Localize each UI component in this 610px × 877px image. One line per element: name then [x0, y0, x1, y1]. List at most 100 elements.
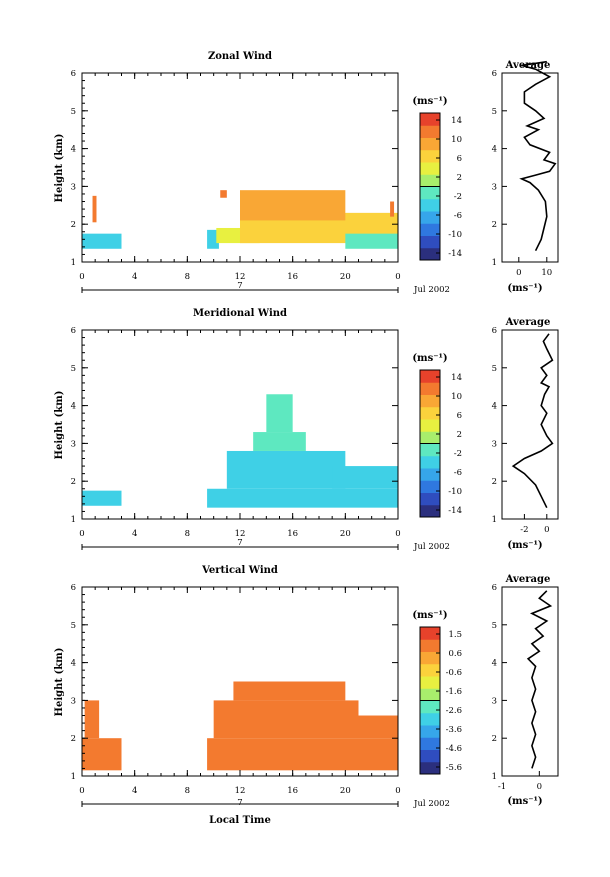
colorbar-tick-label: -3.6 — [446, 725, 462, 735]
colorbar-segment — [420, 676, 440, 689]
colorbar-segment — [420, 443, 440, 457]
colorbar-segment — [420, 370, 440, 383]
colorbar-segment — [420, 223, 440, 236]
profile-y-tick-label: 3 — [492, 696, 497, 706]
x-tick-label: 0 — [79, 786, 84, 796]
x-tick-label: 0 — [395, 272, 400, 282]
vertical-ylabel: Height (km) — [54, 648, 65, 717]
profile-y-tick-label: 5 — [492, 364, 497, 374]
x-tick-label: 12 — [235, 786, 246, 796]
profile-y-tick-label: 4 — [492, 659, 497, 669]
y-tick-label: 2 — [71, 734, 76, 744]
heatmap-cell — [82, 233, 122, 249]
heatmap-cell — [213, 700, 359, 739]
colorbar-segment — [420, 235, 440, 249]
heatmap-cell — [207, 229, 219, 249]
x-tick-label: 0 — [79, 529, 84, 539]
average-profile-line — [526, 590, 553, 769]
colorbar-tick-label: 14 — [451, 116, 462, 126]
heatmap-cell — [332, 466, 398, 489]
y-tick-label: 6 — [71, 69, 76, 79]
x-tick-label: 0 — [395, 786, 400, 796]
vertical-day-label: 7 — [237, 798, 242, 808]
colorbar-tick-label: 2 — [457, 430, 462, 440]
profile-y-tick-label: 6 — [492, 583, 497, 593]
profile-y-tick-label: 1 — [492, 258, 497, 268]
heatmap-cell — [92, 195, 97, 223]
heatmap-cell — [233, 681, 346, 701]
colorbar-segment — [420, 700, 440, 714]
x-tick-label: 4 — [132, 786, 137, 796]
profile-y-tick-label: 6 — [492, 69, 497, 79]
heatmap-cell — [82, 490, 122, 506]
vertical-date-label: Jul 2002 — [413, 799, 450, 809]
heatmap-cell — [207, 738, 398, 771]
profile-x-tick-label: -1 — [498, 782, 506, 792]
heatmap-cell — [240, 190, 346, 221]
x-tick-label: 16 — [287, 529, 298, 539]
colorbar-segment — [420, 137, 440, 151]
zonal-avg-xlabel: (ms⁻¹) — [507, 283, 542, 294]
colorbar-tick-label: -1.6 — [446, 687, 462, 697]
colorbar-tick-label: -2.6 — [446, 706, 462, 716]
zonal-avg-title: Average — [505, 60, 551, 71]
y-tick-label: 2 — [71, 220, 76, 230]
colorbar-tick-label: 6 — [457, 411, 462, 421]
colorbar-segment — [420, 406, 440, 420]
y-tick-label: 3 — [71, 182, 76, 192]
colorbar-tick-label: -6 — [454, 468, 462, 478]
y-tick-label: 1 — [71, 258, 76, 268]
colorbar-segment — [420, 492, 440, 506]
y-tick-label: 5 — [71, 621, 76, 631]
colorbar-segment — [420, 651, 440, 665]
colorbar-segment — [420, 663, 440, 677]
y-tick-label: 4 — [71, 145, 76, 155]
vertical-units-label: (ms⁻¹) — [412, 610, 447, 621]
y-tick-label: 4 — [71, 402, 76, 412]
colorbar-segment — [420, 186, 440, 200]
colorbar-segment — [420, 149, 440, 163]
profile-frame — [501, 72, 559, 263]
meridional-ylabel: Height (km) — [54, 391, 65, 460]
meridional-date-label: Jul 2002 — [413, 542, 450, 552]
colorbar-tick-label: 14 — [451, 373, 462, 383]
heatmap-cell — [84, 700, 100, 739]
vertical-avg-xlabel: (ms⁻¹) — [507, 796, 542, 807]
colorbar-tick-label: -10 — [448, 230, 462, 240]
colorbar-segment — [420, 394, 440, 408]
colorbar-segment — [420, 211, 440, 224]
profile-y-tick-label: 2 — [492, 734, 497, 744]
colorbar-segment — [420, 174, 440, 187]
profile-x-tick-label: 0 — [516, 268, 521, 278]
colorbar-segment — [420, 162, 440, 175]
colorbar-segment — [420, 688, 440, 701]
profile-y-tick-label: 4 — [492, 402, 497, 412]
colorbar-tick-label: 10 — [451, 135, 462, 145]
y-tick-label: 1 — [71, 515, 76, 525]
x-tick-label: 12 — [235, 529, 246, 539]
profile-x-tick-label: 10 — [541, 268, 552, 278]
colorbar-segment — [420, 468, 440, 481]
meridional-title: Meridional Wind — [193, 308, 287, 319]
zonal-date-label: Jul 2002 — [413, 285, 450, 295]
heatmap-cell — [82, 738, 122, 771]
x-tick-label: 16 — [287, 786, 298, 796]
heatmap-cell — [253, 432, 306, 451]
colorbar-tick-label: 0.6 — [448, 649, 462, 659]
heatmap-cell — [266, 394, 293, 433]
zonal-day-label: 7 — [237, 281, 242, 291]
x-tick-label: 4 — [132, 272, 137, 282]
heatmap-cell — [345, 233, 398, 249]
y-tick-label: 5 — [71, 107, 76, 117]
profile-y-tick-label: 1 — [492, 515, 497, 525]
colorbar-segment — [420, 627, 440, 640]
profile-y-tick-label: 4 — [492, 145, 497, 155]
x-tick-label: 20 — [340, 786, 351, 796]
colorbar-segment — [420, 113, 440, 126]
colorbar-tick-label: -10 — [448, 487, 462, 497]
y-tick-label: 2 — [71, 477, 76, 487]
colorbar-tick-label: -5.6 — [446, 763, 462, 773]
profile-y-tick-label: 3 — [492, 182, 497, 192]
colorbar-segment — [420, 247, 440, 261]
